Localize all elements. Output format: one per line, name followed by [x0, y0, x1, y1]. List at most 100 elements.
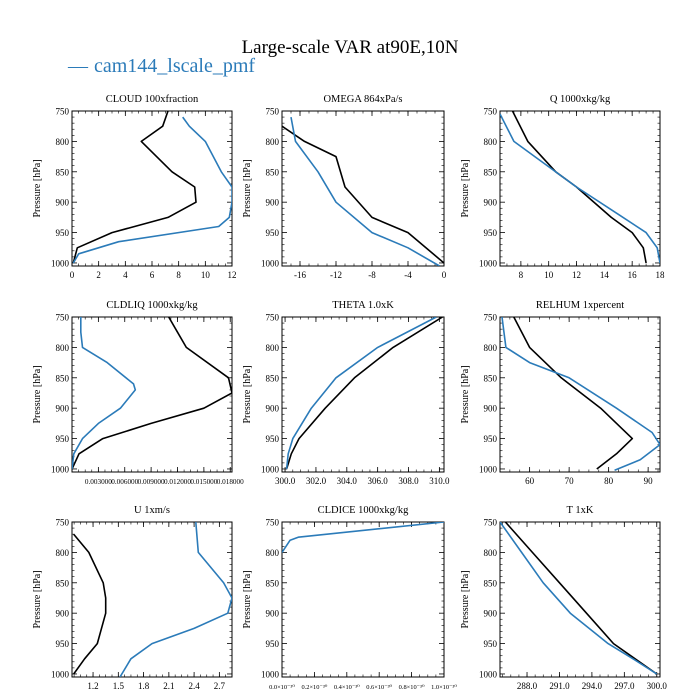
y-tick-label: 1000 [479, 464, 498, 474]
y-tick-label: 850 [484, 373, 498, 383]
y-tick-label: 850 [56, 578, 70, 588]
series-line-black [282, 125, 444, 264]
x-tick-label: 2.1 [163, 681, 174, 691]
x-tick-label: 18 [656, 270, 666, 280]
y-tick-label: 900 [56, 198, 70, 208]
plot-frame [281, 521, 445, 678]
panel-9: T 1xK Pressure [hPa] 750 800 850 900 950 1000 28… [460, 505, 667, 691]
x-tick-label: 306.0 [368, 476, 389, 486]
y-tick-label: 950 [56, 228, 70, 238]
panel-7: U 1xm/s Pressure [hPa] 750 800 850 900 950 1000… [32, 505, 233, 691]
x-tick-label: 0.018000 [217, 478, 244, 486]
plot-frame [71, 316, 233, 473]
y-tick-label: 900 [266, 609, 280, 619]
x-tick-label: 2.4 [188, 681, 200, 691]
x-tick-label: 0.009000 [138, 478, 165, 486]
y-tick-label: 950 [484, 434, 498, 444]
panel-6: RELHUM 1xpercent Pressure [hPa] 750 800 850 9… [460, 300, 661, 486]
y-tick-label: 1000 [51, 258, 70, 268]
series-line-black [511, 111, 647, 264]
x-tick-label: 0.012000 [164, 478, 191, 486]
x-tick-label: 294.0 [582, 681, 603, 691]
x-tick-label: 6 [150, 270, 155, 280]
panel-2: OMEGA 864xPa/s Pressure [hPa] 750 800 850 900… [242, 94, 447, 280]
y-tick-label: 800 [56, 548, 70, 558]
panel-title: T 1xK [567, 505, 594, 516]
y-tick-label: 850 [266, 578, 280, 588]
y-tick-label: 950 [56, 639, 70, 649]
x-tick-label: 8 [176, 270, 181, 280]
x-tick-label: 1.5 [113, 681, 125, 691]
y-tick-label: 950 [56, 434, 70, 444]
panel-title: RELHUM 1xpercent [536, 300, 624, 311]
x-tick-label: 288.0 [517, 681, 538, 691]
x-tick-label: 310.0 [429, 476, 450, 486]
y-tick-label: 1000 [261, 464, 280, 474]
y-tick-label: 900 [266, 404, 280, 414]
y-tick-label: 800 [484, 343, 498, 353]
panel-3: Q 1000xkg/kg Pressure [hPa] 750 800 850 900 95… [460, 94, 665, 280]
y-tick-label: 900 [484, 404, 498, 414]
x-tick-label: 80 [604, 476, 614, 486]
y-axis-label: Pressure [hPa] [242, 159, 253, 217]
panel-title: CLDICE 1000xkg/kg [318, 505, 409, 516]
x-tick-label: 1.2 [87, 681, 98, 691]
x-tick-label: 60 [525, 476, 535, 486]
y-axis-label: Pressure [hPa] [460, 365, 471, 423]
panel-title: Q 1000xkg/kg [550, 94, 611, 105]
series-line-blue [500, 522, 658, 675]
y-tick-label: 1000 [479, 258, 498, 268]
y-tick-label: 800 [266, 137, 280, 147]
x-tick-label: 16 [628, 270, 638, 280]
series-line-black [73, 533, 107, 675]
legend: — cam144_lscale_pmf [68, 55, 255, 78]
x-tick-label: 0.006000 [111, 478, 138, 486]
y-tick-label: 800 [56, 343, 70, 353]
y-tick-label: 750 [266, 107, 280, 117]
y-tick-label: 900 [56, 609, 70, 619]
y-tick-label: 750 [56, 107, 70, 117]
x-tick-label: 70 [565, 476, 575, 486]
x-tick-label: 308.0 [398, 476, 419, 486]
x-tick-label: 0.015000 [190, 478, 217, 486]
y-tick-label: 850 [484, 578, 498, 588]
y-axis-label: Pressure [hPa] [32, 159, 43, 217]
panel-title: CLOUD 100xfraction [106, 94, 199, 105]
panel-4: CLDLIQ 1000xkg/kg Pressure [hPa] 750 800 850… [32, 300, 244, 486]
y-tick-label: 900 [484, 198, 498, 208]
series-line-blue [285, 317, 437, 470]
legend-label: cam144_lscale_pmf [94, 55, 256, 77]
series-line-blue [500, 113, 660, 264]
y-tick-label: 850 [266, 167, 280, 177]
y-tick-label: 750 [484, 107, 498, 117]
plot-frame [499, 521, 661, 678]
y-tick-label: 800 [484, 548, 498, 558]
legend-line-swatch: — [68, 55, 88, 77]
y-tick-label: 900 [484, 609, 498, 619]
y-tick-label: 850 [266, 373, 280, 383]
y-tick-label: 800 [266, 548, 280, 558]
y-tick-label: 1000 [261, 258, 280, 268]
x-tick-label: -8 [368, 270, 376, 280]
series-line-black [72, 317, 232, 470]
plot-frame [499, 110, 661, 267]
series-line-blue [501, 317, 660, 471]
x-tick-label: 90 [644, 476, 654, 486]
series-line-black [513, 317, 634, 470]
x-tick-label: 0 [70, 270, 75, 280]
y-tick-label: 800 [266, 343, 280, 353]
y-tick-label: 1000 [51, 464, 70, 474]
x-tick-label: 0.003000 [85, 478, 112, 486]
y-tick-label: 1000 [479, 669, 498, 679]
series-line-blue [72, 116, 232, 264]
y-tick-label: 900 [266, 198, 280, 208]
y-axis-label: Pressure [hPa] [242, 570, 253, 628]
y-tick-label: 850 [56, 373, 70, 383]
y-axis-label: Pressure [hPa] [460, 159, 471, 217]
series-line-blue [290, 116, 440, 266]
panel-title: THETA 1.0xK [332, 300, 394, 311]
x-tick-label: 0.8×10⁻³⁰ [399, 684, 425, 691]
y-tick-label: 950 [266, 639, 280, 649]
series-line-black [285, 317, 443, 470]
